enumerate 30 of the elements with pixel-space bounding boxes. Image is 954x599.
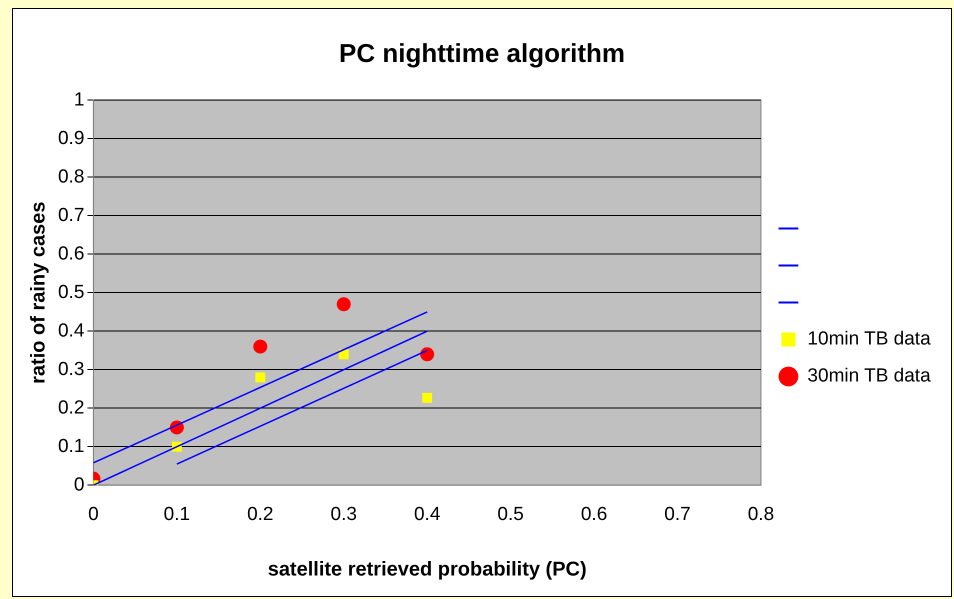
y-tick-label: 0.1: [58, 436, 84, 457]
point: [253, 340, 268, 354]
y-tick-label: 0.2: [58, 397, 84, 418]
y-tick-label: 0: [74, 474, 84, 496]
y-tick-label: 0.5: [58, 282, 84, 303]
x-axis-title: satellite retrieved probability (PC): [268, 558, 587, 581]
y-tick-label: 0.6: [58, 243, 84, 264]
chart-title: PC nighttime algorithm: [339, 38, 625, 68]
x-tick-label: 0.7: [664, 504, 691, 525]
y-tick-label: 1: [74, 89, 84, 110]
point: [422, 392, 432, 403]
x-tick-label: 0.4: [414, 504, 441, 525]
x-tick-label: 0.6: [580, 504, 608, 525]
legend-label: 10min TB data: [807, 328, 932, 350]
x-tick-label: 0.8: [748, 504, 774, 525]
y-tick-label: 0.8: [58, 166, 84, 188]
x-tick-label: 0.1: [164, 504, 190, 525]
y-tick-label: 0.4: [58, 320, 85, 342]
x-tick-label: 0: [88, 504, 99, 525]
point: [420, 347, 434, 362]
y-tick-label: 0.3: [58, 358, 84, 380]
x-tick-label: 0.2: [247, 504, 274, 525]
x-tick-label: 0.3: [330, 504, 357, 525]
point: [255, 372, 266, 382]
point: [336, 297, 351, 312]
y-axis-title: ratio of rainy cases: [28, 202, 50, 384]
legend-label: 30min TB data: [807, 366, 932, 387]
x-tick-label: 0.5: [497, 504, 524, 525]
y-tick-label: 0.7: [58, 204, 84, 226]
y-tick-label: 0.9: [58, 128, 84, 149]
